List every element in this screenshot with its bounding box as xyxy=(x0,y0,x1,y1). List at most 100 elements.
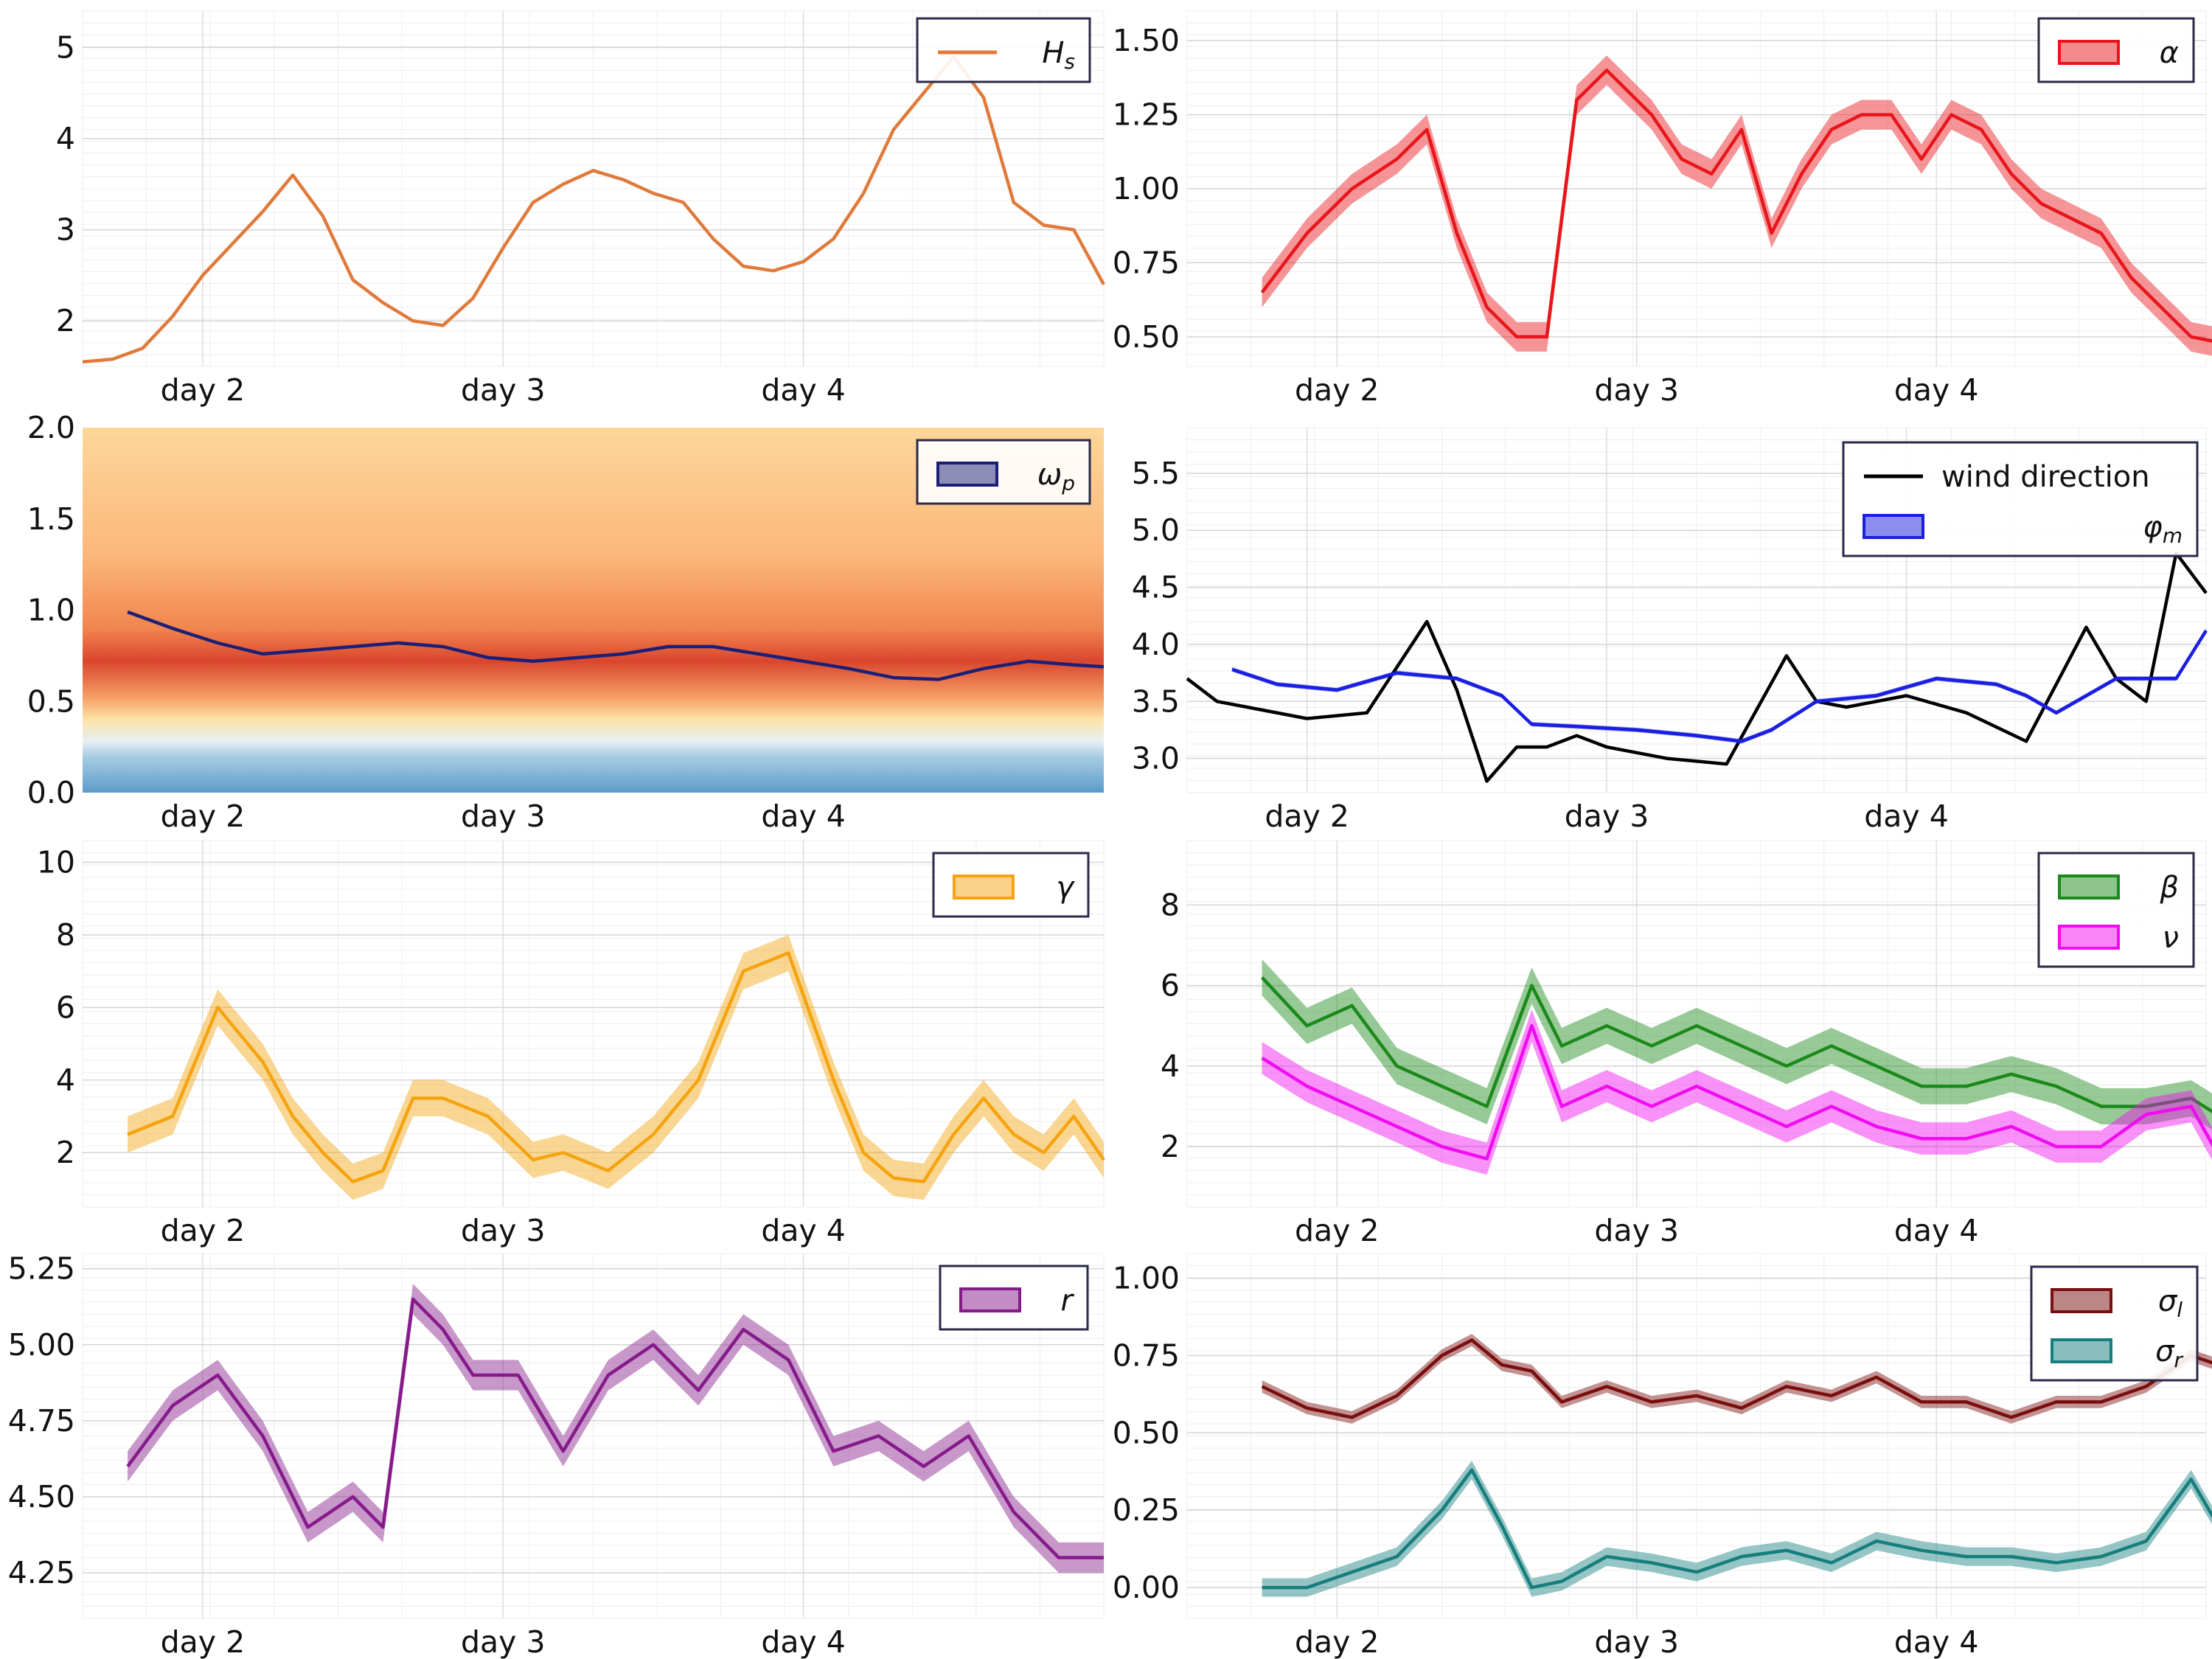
legend-label: φm xyxy=(2143,510,2183,548)
legend: ωp xyxy=(916,439,1091,505)
x-tick-label: day 4 xyxy=(1894,372,1979,408)
series-line-alpha xyxy=(1260,69,2212,343)
panel-gamma: 2 4 6 8 10 day 2 day 3 day 4 γ xyxy=(37,840,1105,1248)
series-line-sigmal xyxy=(1261,1338,2212,1419)
y-tick-label: 5.0 xyxy=(1132,512,1180,548)
legend-label: ωp xyxy=(1037,458,1075,495)
legend: γ xyxy=(932,852,1090,918)
y-tick-label: 4.75 xyxy=(8,1403,75,1439)
legend: Hs xyxy=(916,17,1091,83)
y-tick-label: 4.5 xyxy=(1132,570,1180,605)
series-line-r xyxy=(126,1297,1104,1559)
x-tick-label: day 4 xyxy=(761,1213,846,1248)
y-tick-label: 8 xyxy=(1161,887,1180,922)
x-tick-label: day 2 xyxy=(161,1213,246,1248)
y-tick-label: 1.00 xyxy=(1113,171,1180,206)
x-tick-label: day 2 xyxy=(1265,799,1349,834)
legend: α xyxy=(2037,17,2195,83)
series-line-winddirection xyxy=(1186,551,2208,783)
x-tick-label: day 4 xyxy=(761,1624,846,1659)
series-line-gamma xyxy=(127,951,1105,1183)
series-band-alpha xyxy=(1262,55,2212,356)
legend-swatch xyxy=(959,1287,1021,1312)
y-tick-label: 5.25 xyxy=(8,1251,75,1287)
legend: βν xyxy=(2037,852,2195,968)
legend-swatch xyxy=(953,874,1015,900)
x-tick-label: day 3 xyxy=(1594,1624,1679,1659)
panel-r: 4.25 4.50 4.75 5.00 5.25 day 2 day 3 day 4 r xyxy=(8,1251,1105,1659)
series-band-sigmar xyxy=(1262,1461,2212,1597)
panel-alpha: 0.50 0.75 1.00 1.25 1.50 day 2 day 3 day 4 α xyxy=(1113,10,2212,408)
legend-swatch xyxy=(2051,1338,2112,1363)
x-tick-label: day 2 xyxy=(1295,1624,1380,1659)
y-tick-label: 2 xyxy=(1161,1129,1180,1164)
y-tick-label: 5.00 xyxy=(8,1327,75,1363)
legend-swatch xyxy=(2058,874,2120,900)
y-tick-label: 3 xyxy=(56,212,75,248)
y-tick-label: 0.0 xyxy=(27,775,75,810)
y-tick-label: 4.50 xyxy=(8,1479,75,1514)
y-tick-label: 8 xyxy=(56,917,75,953)
x-tick-label: day 3 xyxy=(461,372,546,408)
series-line-m xyxy=(1231,630,2208,743)
x-tick-label: day 4 xyxy=(1864,799,1949,834)
x-tick-label: day 3 xyxy=(1594,372,1679,408)
legend-label: α xyxy=(2160,36,2179,70)
x-tick-label: day 4 xyxy=(761,372,846,408)
x-tick-label: day 3 xyxy=(461,1213,546,1248)
series-line-nu xyxy=(1261,1023,2212,1161)
x-tick-label: day 4 xyxy=(1894,1624,1979,1659)
grid-lines xyxy=(1186,840,2207,1208)
series-line-omegap xyxy=(127,610,1105,681)
panel-sigma: 0.00 0.25 0.50 0.75 1.00 day 2 day 3 day 4 σl σr xyxy=(1113,1253,2212,1659)
y-tick-label: 4 xyxy=(1161,1048,1180,1084)
series-band-r xyxy=(128,1284,1105,1573)
y-tick-label: 4.25 xyxy=(8,1555,75,1590)
legend-swatch xyxy=(2058,925,2120,950)
legend-label: σr xyxy=(2155,1335,2183,1372)
y-tick-label: 0.25 xyxy=(1113,1492,1180,1528)
y-tick-label: 4.0 xyxy=(1132,627,1180,662)
legend-label: γ xyxy=(1056,871,1075,905)
y-tick-label: 1.25 xyxy=(1113,97,1180,133)
legend: wind direction φm xyxy=(1842,441,2199,557)
legend-label: β xyxy=(2159,871,2179,905)
grid-lines xyxy=(82,10,1105,367)
y-tick-label: 5.5 xyxy=(1132,456,1180,491)
y-tick-label: 0.5 xyxy=(27,684,75,719)
y-tick-label: 3.5 xyxy=(1132,684,1180,719)
legend-swatch xyxy=(2051,1288,2112,1313)
series-band-sigmal xyxy=(1262,1334,2212,1424)
y-tick-label: 6 xyxy=(56,990,75,1025)
series-line-sigmar xyxy=(1262,1468,2212,1590)
legend-label: σl xyxy=(2158,1284,2183,1322)
y-tick-label: 4 xyxy=(56,1062,75,1098)
y-tick-label: 5 xyxy=(56,29,75,65)
x-tick-label: day 2 xyxy=(1295,1213,1380,1248)
y-tick-label: 2.0 xyxy=(27,410,75,445)
panel-omega: 0.0 0.5 1.0 1.5 2.0 day 2 day 3 day 4 ωp xyxy=(27,410,1105,834)
y-tick-label: 0.75 xyxy=(1113,245,1180,280)
grid-lines xyxy=(1186,10,2207,367)
x-tick-label: day 2 xyxy=(161,799,246,834)
legend-label: Hs xyxy=(1042,36,1075,74)
y-tick-label: 1.00 xyxy=(1113,1261,1180,1296)
x-tick-label: day 4 xyxy=(1894,1213,1979,1248)
y-tick-label: 0.75 xyxy=(1113,1338,1180,1373)
y-tick-label: 0.50 xyxy=(1113,1415,1180,1450)
y-tick-label: 10 xyxy=(37,845,75,880)
series-line-beta xyxy=(1260,976,2212,1113)
x-tick-label: day 2 xyxy=(161,1624,246,1659)
y-tick-label: 1.50 xyxy=(1113,23,1180,58)
x-tick-label: day 4 xyxy=(761,799,846,834)
x-tick-label: day 2 xyxy=(161,372,246,408)
panel-hs: 2 3 4 5 day 2 day 3 day 4 Hs xyxy=(56,10,1105,408)
series-band-gamma xyxy=(128,934,1105,1200)
legend-label: wind direction xyxy=(1941,460,2150,494)
y-tick-label: 3.0 xyxy=(1132,741,1180,776)
legend-label: r xyxy=(1061,1284,1075,1318)
x-tick-label: day 3 xyxy=(461,799,546,834)
y-tick-label: 1.0 xyxy=(27,593,75,628)
y-tick-label: 0.00 xyxy=(1113,1570,1180,1605)
panel-beta_nu: 2 4 6 8 day 2 day 3 day 4 βν xyxy=(1161,840,2212,1248)
